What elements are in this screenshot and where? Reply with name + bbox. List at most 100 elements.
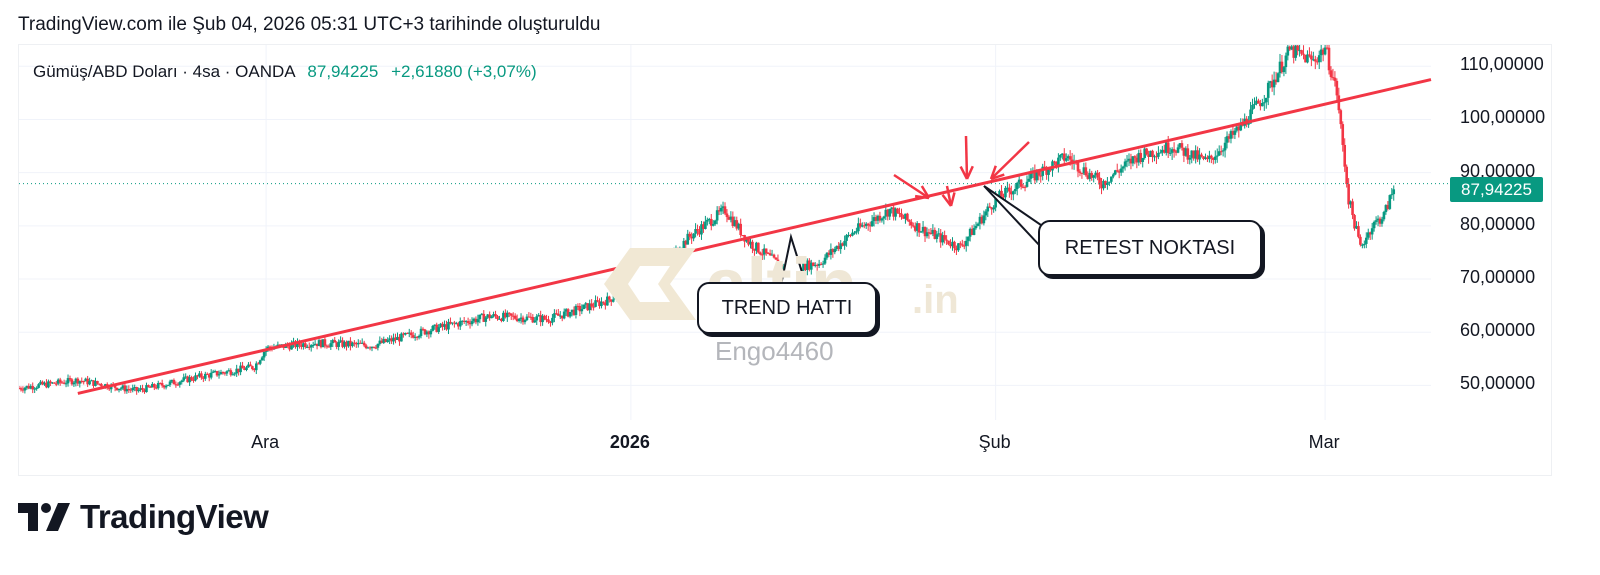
- candle-body: [572, 309, 576, 315]
- candle-body: [702, 224, 705, 229]
- candle-body: [1151, 150, 1154, 157]
- candle-body: [727, 217, 731, 220]
- candle-body: [290, 343, 293, 350]
- candle-body: [1313, 59, 1317, 62]
- candle-body: [898, 212, 901, 214]
- candle-body: [33, 388, 36, 390]
- candle-body: [174, 384, 178, 386]
- candle-body: [300, 345, 303, 347]
- candle-body: [172, 379, 176, 385]
- candle-body: [1308, 54, 1311, 56]
- candle-body: [76, 378, 80, 384]
- candle-body: [1082, 167, 1086, 174]
- candle-body: [266, 346, 270, 349]
- candle-body: [959, 243, 962, 245]
- symbol-legend[interactable]: Gümüş/ABD Doları · 4sa · OANDA 87,94225 …: [33, 62, 537, 82]
- candle-body: [480, 313, 484, 315]
- candle-body: [451, 322, 454, 324]
- candle-body: [947, 240, 950, 245]
- candle-body: [237, 368, 240, 373]
- candle-body: [92, 380, 95, 386]
- y-tick-label: 90,00000: [1460, 160, 1536, 181]
- candle-body: [1198, 154, 1201, 160]
- candle-body: [704, 221, 707, 229]
- candle-body: [823, 257, 827, 264]
- candle-body: [588, 303, 591, 311]
- candle-body: [215, 371, 219, 376]
- trend-line-callout[interactable]: TREND HATTI: [697, 282, 877, 334]
- candle-body: [1215, 155, 1219, 157]
- candle-body: [388, 338, 391, 341]
- candle-body: [358, 342, 362, 344]
- candle-body: [839, 243, 843, 250]
- candle-body: [39, 381, 42, 385]
- candle-body: [1249, 109, 1252, 124]
- candle-body: [311, 344, 315, 346]
- candle-body: [507, 312, 511, 314]
- candle-body: [1237, 126, 1241, 131]
- candle-body: [896, 208, 899, 213]
- candle-body: [470, 321, 474, 325]
- candle-body: [1339, 110, 1343, 125]
- candle-body: [466, 321, 470, 323]
- candle-body: [41, 381, 44, 385]
- candle-body: [1019, 179, 1023, 187]
- candle-body: [370, 346, 374, 349]
- annotation-arrow: [964, 135, 969, 180]
- candle-body: [502, 312, 505, 321]
- candle-body: [376, 343, 380, 348]
- candle-body: [1298, 50, 1301, 52]
- candle-body: [84, 378, 87, 382]
- legend-last-price: 87,94225: [307, 62, 379, 81]
- candle-body: [978, 216, 982, 224]
- candle-body: [1204, 157, 1207, 159]
- candle-body: [755, 242, 758, 251]
- candle-body: [562, 311, 566, 319]
- candle-body: [321, 339, 325, 348]
- x-tick-label: Şub: [978, 432, 1011, 452]
- candle-body: [835, 245, 839, 249]
- candle-body: [90, 380, 93, 382]
- candle-body: [982, 215, 986, 224]
- candle-body: [427, 331, 431, 335]
- candle-body: [811, 262, 815, 266]
- candle-body: [425, 331, 429, 335]
- candle-body: [1190, 150, 1194, 158]
- candle-body: [29, 386, 33, 389]
- candle-body: [31, 386, 35, 390]
- candle-body: [1011, 191, 1015, 195]
- trend-line: [77, 78, 1432, 395]
- footer-brand[interactable]: TradingView: [18, 498, 269, 536]
- candle-body: [309, 345, 313, 348]
- candle-body: [529, 316, 533, 318]
- candle-body: [660, 268, 664, 271]
- candle-body: [900, 213, 903, 218]
- retest-callout-pointer: [983, 185, 1042, 250]
- candle-body: [1390, 194, 1394, 196]
- candle-body: [664, 260, 668, 264]
- candle-body: [817, 263, 821, 266]
- candle-body: [56, 379, 60, 384]
- price-chart[interactable]: [19, 45, 1553, 477]
- candle-body: [196, 375, 199, 377]
- candle-body: [935, 234, 939, 239]
- candle-body: [154, 387, 158, 389]
- candle-body: [957, 243, 960, 251]
- retest-point-callout[interactable]: RETEST NOKTASI: [1038, 220, 1262, 276]
- candle-body: [1155, 156, 1158, 158]
- candle-body: [866, 223, 870, 226]
- candle-body: [925, 232, 929, 237]
- candle-body: [1029, 172, 1033, 179]
- candle-body: [458, 321, 462, 327]
- candle-body: [1017, 179, 1021, 183]
- candle-body: [141, 388, 144, 390]
- candle-body: [1272, 79, 1276, 88]
- candle-body: [892, 207, 895, 217]
- candle-body: [645, 278, 648, 283]
- candle-body: [468, 322, 472, 325]
- candle-body: [1123, 161, 1127, 167]
- candle-body: [1363, 243, 1366, 245]
- candle-body: [360, 342, 364, 344]
- candle-body: [1035, 171, 1039, 181]
- candle-body: [488, 314, 491, 319]
